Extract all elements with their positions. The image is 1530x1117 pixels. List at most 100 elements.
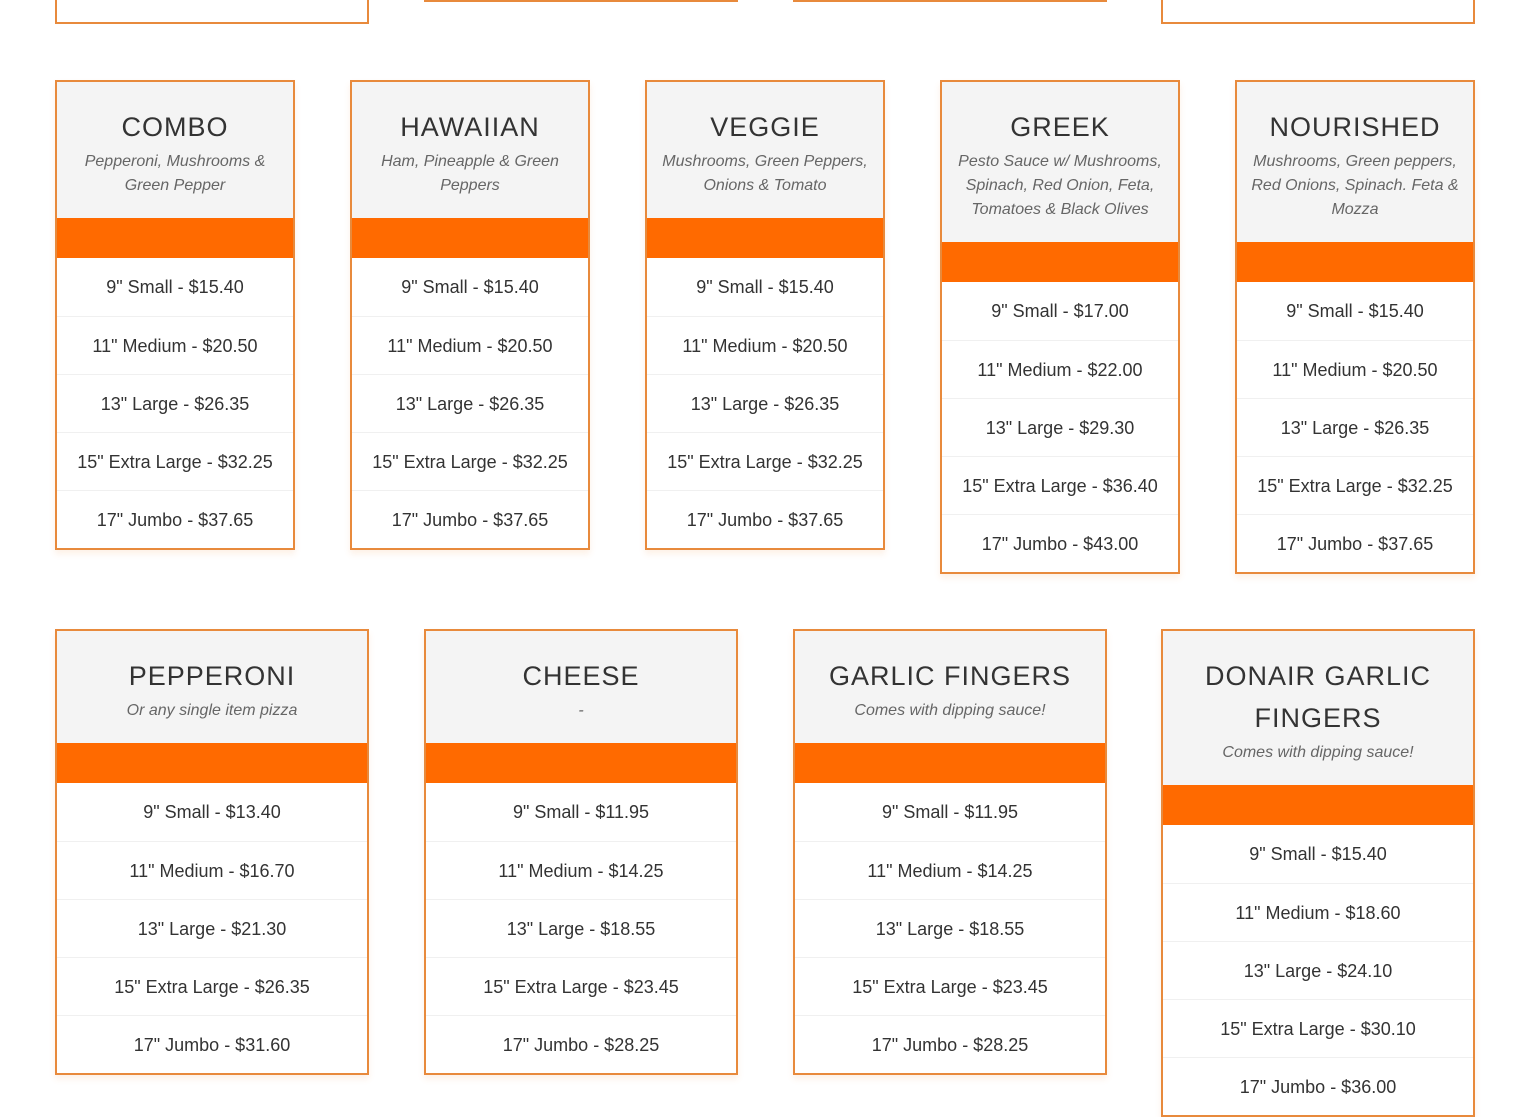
accent-band <box>647 218 883 258</box>
accent-band <box>1163 785 1473 825</box>
partial-card <box>424 0 738 2</box>
accent-band <box>57 743 367 783</box>
price-item: 9" Small - $15.40 <box>696 277 834 297</box>
menu-card: CHEESE - 9" Small - $11.95 11" Medium - $… <box>424 629 738 1075</box>
card-header: CHEESE - <box>426 631 736 743</box>
partial-card <box>793 0 1107 2</box>
card-description: Comes with dipping sauce! <box>854 702 1046 719</box>
card-title: GARLIC FINGERS <box>828 661 1072 691</box>
price-item: 13" Large - $26.35 <box>1237 398 1473 456</box>
price-item: 13" Large - $18.55 <box>426 899 736 957</box>
price-item: 17" Jumbo - $31.60 <box>57 1015 367 1073</box>
card-title: COMBO <box>121 112 229 142</box>
price-list: 9" Small - $15.40 11" Medium - $20.50 13" … <box>57 258 293 548</box>
menu-card: HAWAIIAN Ham, Pineapple & Green Peppers … <box>350 80 590 550</box>
price-item: 11" Medium - $18.60 <box>1163 883 1473 941</box>
partial-card <box>55 0 369 24</box>
price-item: 15" Extra Large - $30.10 <box>1163 999 1473 1057</box>
accent-band <box>57 218 293 258</box>
menu-card: GARLIC FINGERS Comes with dipping sauce!… <box>793 629 1107 1075</box>
price-item: 9" Small - $15.40 <box>106 277 244 297</box>
price-item: 13" Large - $21.30 <box>57 899 367 957</box>
price-item: 13" Large - $26.35 <box>352 374 588 432</box>
price-item: 17" Jumbo - $37.65 <box>57 490 293 548</box>
price-item: 11" Medium - $20.50 <box>647 316 883 374</box>
price-item: 15" Extra Large - $32.25 <box>57 432 293 490</box>
card-title: VEGGIE <box>710 112 820 142</box>
price-item: 17" Jumbo - $28.25 <box>426 1015 736 1073</box>
price-item: 15" Extra Large - $32.25 <box>352 432 588 490</box>
card-description: Or any single item pizza <box>126 702 298 719</box>
price-item: 9" Small - $15.40 <box>1249 844 1387 864</box>
card-description: Comes with dipping sauce! <box>1222 744 1414 761</box>
price-item: 11" Medium - $16.70 <box>57 841 367 899</box>
accent-band <box>426 743 736 783</box>
card-header: GARLIC FINGERS Comes with dipping sauce! <box>795 631 1105 743</box>
accent-band <box>1237 242 1473 282</box>
card-description: Pesto Sauce w/ Mushrooms, Spinach, Red O… <box>958 153 1162 218</box>
card-header: PEPPERONI Or any single item pizza <box>57 631 367 743</box>
price-list: 9" Small - $15.40 11" Medium - $20.50 13" … <box>1237 282 1473 572</box>
card-title: NOURISHED <box>1269 112 1441 142</box>
card-header: COMBO Pepperoni, Mushrooms & Green Peppe… <box>57 82 293 218</box>
card-header: GREEK Pesto Sauce w/ Mushrooms, Spinach,… <box>942 82 1178 242</box>
price-item: 13" Large - $29.30 <box>942 398 1178 456</box>
card-description: Mushrooms, Green Peppers, Onions & Tomat… <box>662 153 868 194</box>
price-item: 9" Small - $11.95 <box>881 802 1019 822</box>
accent-band <box>942 242 1178 282</box>
card-header: HAWAIIAN Ham, Pineapple & Green Peppers <box>352 82 588 218</box>
menu-card: GREEK Pesto Sauce w/ Mushrooms, Spinach,… <box>940 80 1180 574</box>
price-item: 11" Medium - $14.25 <box>426 841 736 899</box>
card-title: GREEK <box>1010 112 1110 142</box>
price-item: 9" Small - $11.95 <box>512 802 650 822</box>
partial-card <box>1161 0 1475 24</box>
price-list: 9" Small - $15.40 11" Medium - $18.60 13" … <box>1163 825 1473 1115</box>
card-title: HAWAIIAN <box>400 112 540 142</box>
menu-card: VEGGIE Mushrooms, Green Peppers, Onions … <box>645 80 885 550</box>
card-header: VEGGIE Mushrooms, Green Peppers, Onions … <box>647 82 883 218</box>
price-item: 13" Large - $24.10 <box>1163 941 1473 999</box>
menu-card: DONAIR GARLIC FINGERS Comes with dipping… <box>1161 629 1475 1117</box>
menu-row-1: COMBO Pepperoni, Mushrooms & Green Peppe… <box>55 80 1530 574</box>
card-description: Mushrooms, Green peppers, Red Onions, Sp… <box>1251 153 1459 218</box>
card-description: - <box>578 702 584 719</box>
price-item: 15" Extra Large - $23.45 <box>795 957 1105 1015</box>
card-title: PEPPERONI <box>128 661 296 691</box>
card-header: DONAIR GARLIC FINGERS Comes with dipping… <box>1163 631 1473 785</box>
card-description: Ham, Pineapple & Green Peppers <box>381 153 559 194</box>
price-item: 11" Medium - $20.50 <box>57 316 293 374</box>
menu-row-2: PEPPERONI Or any single item pizza 9" Sm… <box>55 629 1530 1117</box>
price-item: 11" Medium - $20.50 <box>1237 340 1473 398</box>
menu-card: NOURISHED Mushrooms, Green peppers, Red … <box>1235 80 1475 574</box>
price-item: 13" Large - $18.55 <box>795 899 1105 957</box>
card-title: DONAIR GARLIC FINGERS <box>1204 661 1432 733</box>
card-header: NOURISHED Mushrooms, Green peppers, Red … <box>1237 82 1473 242</box>
price-list: 9" Small - $15.40 11" Medium - $20.50 13" … <box>352 258 588 548</box>
price-item: 9" Small - $13.40 <box>143 802 281 822</box>
menu-card: COMBO Pepperoni, Mushrooms & Green Peppe… <box>55 80 295 550</box>
menu-card: PEPPERONI Or any single item pizza 9" Sm… <box>55 629 369 1075</box>
price-item: 17" Jumbo - $37.65 <box>352 490 588 548</box>
price-item: 11" Medium - $20.50 <box>352 316 588 374</box>
price-item: 15" Extra Large - $23.45 <box>426 957 736 1015</box>
card-description: Pepperoni, Mushrooms & Green Pepper <box>84 153 266 194</box>
price-item: 15" Extra Large - $32.25 <box>647 432 883 490</box>
price-item: 17" Jumbo - $36.00 <box>1163 1057 1473 1115</box>
price-list: 9" Small - $17.00 11" Medium - $22.00 13" … <box>942 282 1178 572</box>
price-item: 9" Small - $17.00 <box>991 301 1129 321</box>
price-item: 17" Jumbo - $43.00 <box>942 514 1178 572</box>
price-item: 17" Jumbo - $28.25 <box>795 1015 1105 1073</box>
price-list: 9" Small - $15.40 11" Medium - $20.50 13" … <box>647 258 883 548</box>
price-list: 9" Small - $11.95 11" Medium - $14.25 13" … <box>426 783 736 1073</box>
price-item: 9" Small - $15.40 <box>1286 301 1424 321</box>
price-item: 15" Extra Large - $26.35 <box>57 957 367 1015</box>
price-item: 13" Large - $26.35 <box>647 374 883 432</box>
price-list: 9" Small - $13.40 11" Medium - $16.70 13" … <box>57 783 367 1073</box>
price-item: 15" Extra Large - $32.25 <box>1237 456 1473 514</box>
price-item: 9" Small - $15.40 <box>401 277 539 297</box>
accent-band <box>352 218 588 258</box>
price-item: 11" Medium - $22.00 <box>942 340 1178 398</box>
price-item: 13" Large - $26.35 <box>57 374 293 432</box>
price-item: 17" Jumbo - $37.65 <box>1237 514 1473 572</box>
accent-band <box>795 743 1105 783</box>
